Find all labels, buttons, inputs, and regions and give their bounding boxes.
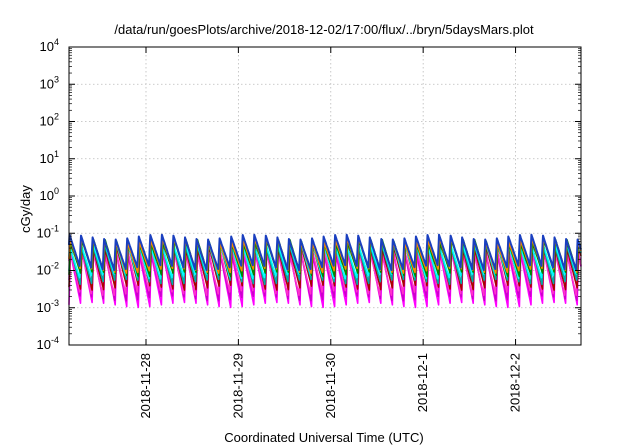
grid xyxy=(69,47,581,345)
y-tick-label: 10-4 xyxy=(37,335,59,352)
y-tick-label: 100 xyxy=(40,186,59,203)
y-tick-label: 10-1 xyxy=(37,223,59,240)
y-tick-label: 10-2 xyxy=(37,261,59,278)
x-ticks: 2018-11-28 2018-11-29 2018-11-30 2018-12-1 2… xyxy=(138,47,523,419)
y-tick-label: 10-3 xyxy=(37,298,59,315)
y-tick-label: 102 xyxy=(40,112,59,129)
chart-title: /data/run/goesPlots/archive/2018-12-02/1… xyxy=(114,22,534,37)
y-tick-label: 104 xyxy=(40,37,59,54)
y-axis-label: cGy/day xyxy=(18,185,33,233)
x-tick-label: 2018-11-29 xyxy=(230,353,245,419)
y-tick-label: 103 xyxy=(40,74,59,91)
x-tick-label: 2018-11-30 xyxy=(323,353,338,419)
series-line xyxy=(68,233,582,272)
y-ticks: 10-4 10-3 10-2 10-1 100 101 102 103 104 xyxy=(37,37,581,352)
x-tick-label: 2018-12-1 xyxy=(415,353,430,412)
series-line xyxy=(68,237,582,274)
x-tick-label: 2018-11-28 xyxy=(138,353,153,419)
y-tick-label: 101 xyxy=(40,149,59,166)
series-group xyxy=(68,233,582,309)
x-tick-label: 2018-12-2 xyxy=(508,353,523,412)
x-axis-label: Coordinated Universal Time (UTC) xyxy=(224,430,423,445)
